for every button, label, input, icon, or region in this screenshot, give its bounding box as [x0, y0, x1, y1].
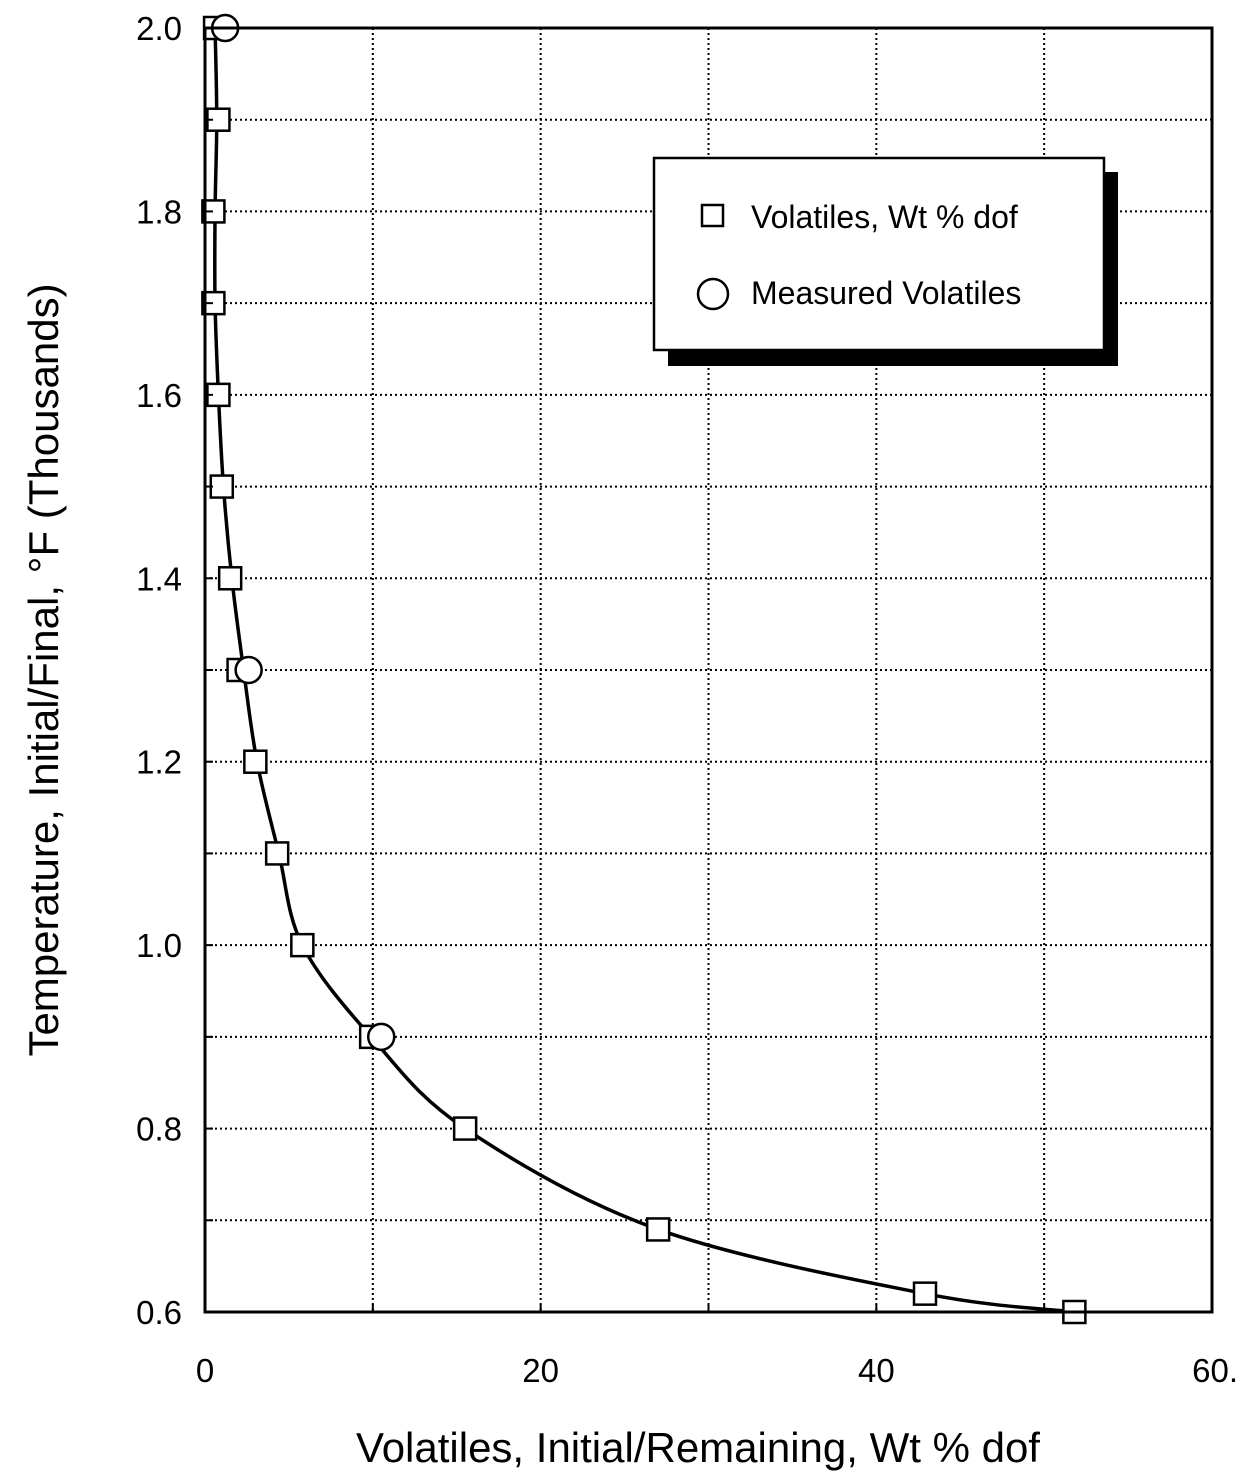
- square-marker: [912, 1281, 938, 1306]
- y-tick-label: 1.0: [136, 927, 182, 964]
- circle-marker: [234, 655, 263, 685]
- square-marker: [452, 1116, 478, 1141]
- legend-label-measured: Measured Volatiles: [751, 275, 1021, 311]
- legend-circle-marker: [696, 277, 730, 311]
- square-marker: [201, 199, 226, 224]
- legend-square-marker: [700, 203, 725, 228]
- legend-label-volatiles: Volatiles, Wt % dof: [751, 199, 1018, 235]
- square-marker: [217, 566, 243, 591]
- y-tick-label: 1.4: [136, 560, 182, 597]
- marker-layer: [201, 13, 1087, 1325]
- y-tick-label: 1.2: [136, 744, 182, 781]
- legend-box: [652, 156, 1106, 352]
- square-marker: [645, 1217, 671, 1242]
- y-tick-label: 1.8: [136, 193, 182, 230]
- x-tick-labels: 0 20 40 60.: [196, 1304, 1238, 1389]
- grid: [205, 28, 1212, 1312]
- square-marker: [264, 841, 290, 866]
- legend: Volatiles, Wt % dof Measured Volatiles: [652, 156, 1118, 366]
- x-tick-label: 20: [522, 1352, 559, 1389]
- y-tick-label: 0.8: [136, 1111, 182, 1148]
- y-tick-label: 1.6: [136, 377, 182, 414]
- y-tick-label: 2.0: [136, 10, 182, 47]
- square-marker: [209, 474, 235, 499]
- circle-marker: [366, 1022, 396, 1052]
- y-axis-title: Temperature, Initial/Final, °F (Thousand…: [20, 283, 67, 1056]
- y-tick-label: 0.6: [136, 1294, 182, 1331]
- square-marker: [243, 749, 268, 774]
- y-tick-labels: 0.6 0.8 1.0 1.2 1.4 1.6 1.8 2.0: [136, 10, 213, 1331]
- x-axis-title: Volatiles, Initial/Remaining, Wt % dof: [356, 1424, 1040, 1471]
- x-tick-label: 0: [196, 1352, 214, 1389]
- square-marker: [201, 290, 226, 316]
- x-tick-label: 60.: [1192, 1352, 1238, 1389]
- square-marker: [290, 932, 315, 958]
- x-tick-label: 40: [858, 1352, 895, 1389]
